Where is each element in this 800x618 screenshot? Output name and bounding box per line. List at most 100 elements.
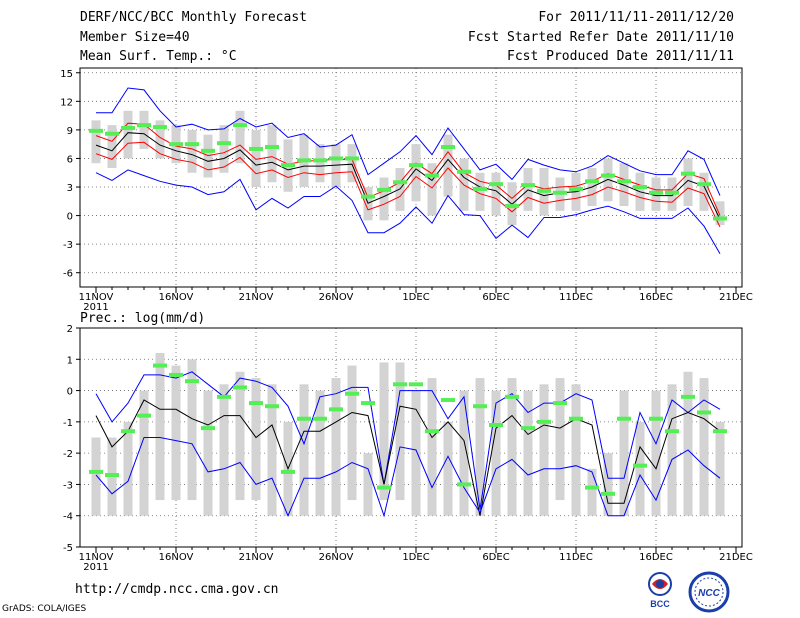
x-tick-label: 26NOV (319, 552, 354, 563)
y-tick-label: 15 (60, 69, 73, 80)
plot-frame (79, 67, 743, 288)
ensemble-range-bar (683, 158, 693, 207)
median-marker (345, 156, 359, 161)
median-marker (233, 123, 247, 128)
median-marker (185, 379, 199, 384)
ensemble-range-bar (491, 390, 501, 516)
median-marker (441, 397, 455, 402)
ensemble-range-bar (715, 201, 725, 226)
median-marker (617, 416, 631, 421)
x-tick-label: 21DEC (719, 552, 753, 563)
series-line-max (96, 87, 721, 196)
x-tick-label: 16DEC (639, 552, 673, 563)
median-marker (425, 429, 439, 434)
ncc-logo-icon: NCC (688, 571, 730, 613)
median-marker (649, 416, 663, 421)
median-marker (633, 463, 647, 468)
median-marker (537, 188, 551, 193)
median-marker (137, 123, 151, 128)
median-marker (521, 426, 535, 431)
series-line-mean (95, 399, 721, 516)
ensemble-range-bar (699, 378, 709, 516)
ensemble-range-bar (219, 125, 229, 173)
ensemble-range-bar (523, 390, 533, 516)
median-marker (713, 429, 727, 434)
median-marker (553, 190, 567, 195)
median-marker (313, 416, 327, 421)
y-tick-label: 0 (67, 387, 73, 398)
forecast-start-date: Fcst Started Refer Date 2011/11/10 (467, 30, 734, 45)
x-tick-label: 21NOV (239, 292, 274, 303)
median-marker (553, 401, 567, 406)
plot-frame (79, 327, 743, 548)
y-tick-label: -4 (63, 512, 73, 523)
median-marker (665, 429, 679, 434)
ensemble-range-bar (363, 453, 373, 516)
x-tick-label: 11NOV (79, 552, 114, 563)
median-marker (233, 385, 247, 390)
ensemble-range-bar (315, 144, 325, 183)
median-marker (473, 404, 487, 409)
median-marker (153, 125, 167, 130)
median-marker (393, 180, 407, 185)
median-marker (169, 142, 183, 147)
median-marker (105, 131, 119, 136)
y-tick-label: 2 (67, 324, 73, 335)
x-tick-label: 16DEC (639, 292, 673, 303)
ensemble-range-bar (171, 365, 181, 501)
chart-title: DERF/NCC/BCC Monthly Forecast (80, 10, 307, 25)
y-tick-label: -3 (63, 480, 73, 491)
ensemble-range-bar (715, 421, 725, 516)
ensemble-range-bar (619, 390, 629, 516)
median-marker (217, 394, 231, 399)
forecast-period: For 2011/11/11-2011/12/20 (538, 10, 734, 25)
forecast-produced-date: Fcst Produced Date 2011/11/11 (507, 49, 734, 64)
median-marker (441, 145, 455, 150)
median-marker (265, 404, 279, 409)
median-marker (121, 429, 135, 434)
median-marker (105, 473, 119, 478)
ensemble-range-bar (155, 353, 165, 501)
ensemble-range-bar (443, 134, 453, 197)
median-marker (361, 194, 375, 199)
median-marker (185, 142, 199, 147)
median-marker (377, 187, 391, 192)
median-marker (569, 416, 583, 421)
ensemble-range-bar (507, 378, 517, 516)
ensemble-range-bar (539, 384, 549, 516)
median-marker (249, 146, 263, 151)
x-tick-label: 1DEC (402, 292, 429, 303)
ensemble-range-bar (155, 120, 165, 159)
median-marker (505, 204, 519, 209)
series-line-spread (95, 122, 721, 216)
y-tick-label: -6 (63, 269, 73, 280)
ensemble-range-bar (267, 125, 277, 183)
median-marker (329, 156, 343, 161)
series-line-min (95, 169, 721, 254)
x-tick-label: 16NOV (159, 292, 194, 303)
series-line-mean (95, 132, 721, 220)
median-marker (329, 407, 343, 412)
member-size-label: Member Size=40 (80, 30, 190, 45)
median-marker (649, 190, 663, 195)
x-tick-label: 6DEC (482, 552, 509, 563)
median-marker (89, 128, 103, 133)
median-marker (297, 158, 311, 163)
ensemble-range-bar (491, 172, 501, 216)
bcc-logo-icon: BCC (648, 572, 672, 609)
median-marker (201, 426, 215, 431)
median-marker (249, 401, 263, 406)
median-marker (201, 148, 215, 153)
ensemble-range-bar (411, 144, 421, 202)
ensemble-range-bar (91, 120, 101, 164)
median-marker (121, 125, 135, 130)
median-marker (585, 179, 599, 184)
median-marker (169, 372, 183, 377)
ensemble-range-bar (187, 129, 197, 173)
x-tick-label: 11DEC (559, 552, 593, 563)
source-url[interactable]: http://cmdp.ncc.cma.gov.cn (75, 582, 279, 597)
ensemble-range-bar (379, 177, 389, 221)
bcc-logo-text: BCC (650, 599, 670, 609)
ensemble-range-bar (219, 384, 229, 516)
